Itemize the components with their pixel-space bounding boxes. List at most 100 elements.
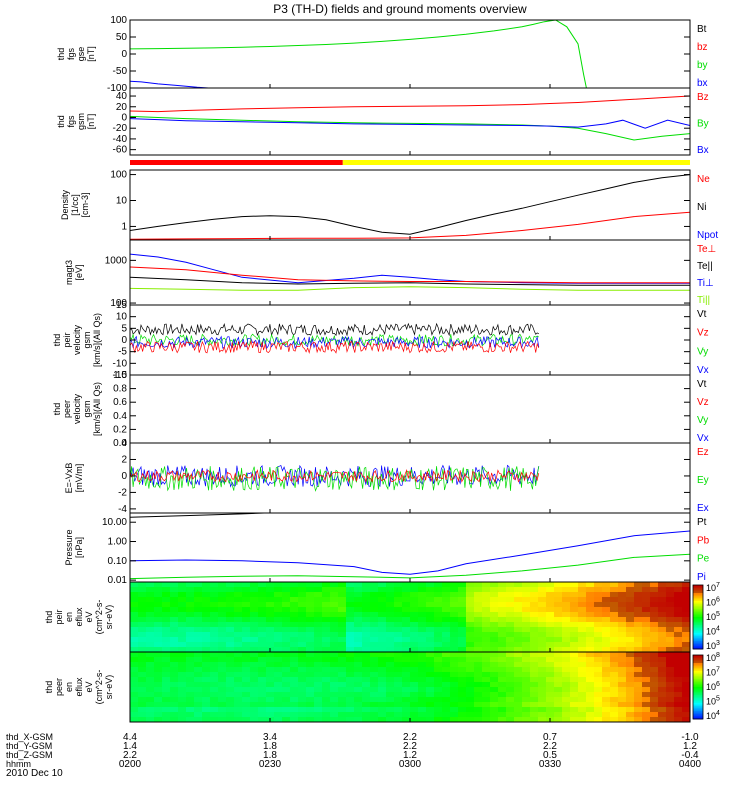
- spectrogram-cell: [282, 707, 291, 713]
- spectrogram-cell: [314, 642, 323, 648]
- spectrogram-cell: [202, 597, 211, 603]
- spectrogram-cell: [274, 717, 283, 722]
- spectrogram-cell: [338, 702, 347, 708]
- spectrogram-cell: [282, 642, 291, 648]
- y-tick-label: 100: [110, 170, 127, 181]
- spectrogram-cell: [402, 667, 411, 673]
- spectrogram-cell: [426, 607, 435, 613]
- spectrogram-cell: [442, 607, 451, 613]
- spectrogram-cell: [546, 672, 555, 678]
- spectrogram-cell: [418, 682, 427, 688]
- spectrogram-cell: [154, 692, 163, 698]
- plot-lines: [130, 95, 690, 141]
- spectrogram-cell: [290, 662, 299, 668]
- spectrogram-cell: [506, 707, 515, 713]
- spectrogram-cell: [242, 702, 251, 708]
- spectrogram-cell: [394, 712, 403, 718]
- spectrogram-cell: [314, 632, 323, 638]
- spectrogram-cell: [146, 702, 155, 708]
- spectrogram-cell: [138, 647, 147, 652]
- spectrogram-cell: [146, 627, 155, 633]
- spectrogram-cell: [250, 637, 259, 643]
- colorbar-segment: [693, 593, 703, 596]
- spectrogram-cell: [474, 692, 483, 698]
- legend-entry: Npot: [697, 230, 718, 241]
- spectrogram-cell: [666, 582, 675, 588]
- spectrogram-cell: [450, 687, 459, 693]
- y-axis-label: [nT]: [86, 46, 96, 62]
- spectrogram-cell: [330, 622, 339, 628]
- y-tick-label: 50: [116, 32, 128, 43]
- spectrogram-cell: [634, 642, 643, 648]
- spectrogram-cell: [234, 607, 243, 613]
- spectrogram-cell: [186, 642, 195, 648]
- x-axis-value: 4.4: [123, 732, 137, 743]
- legend-entry: Vz: [697, 328, 709, 339]
- spectrogram-cell: [394, 607, 403, 613]
- spectrogram-cell: [274, 592, 283, 598]
- colorbar-segment: [693, 655, 703, 658]
- spectrogram-cell: [666, 632, 675, 638]
- colorbar-segment: [693, 679, 703, 682]
- spectrogram-cell: [666, 652, 675, 658]
- spectrogram-cell: [682, 582, 690, 588]
- spectrogram-cell: [418, 687, 427, 693]
- spectrogram-cell: [482, 587, 491, 593]
- spectrogram-cell: [346, 682, 355, 688]
- spectrogram-cell: [658, 672, 667, 678]
- spectrogram-cell: [250, 647, 259, 652]
- spectrogram-cell: [482, 692, 491, 698]
- spectrogram-cell: [370, 687, 379, 693]
- x-axis-value: 2.2: [403, 741, 417, 752]
- spectrogram-cell: [346, 642, 355, 648]
- legend-entry: Vx: [697, 433, 709, 444]
- spectrogram-cell: [194, 597, 203, 603]
- spectrogram-cell: [282, 682, 291, 688]
- spectrogram-cell: [610, 627, 619, 633]
- spectrogram-cell: [626, 652, 635, 658]
- spectrogram-cell: [578, 587, 587, 593]
- spectrogram-cell: [522, 712, 531, 718]
- spectrogram-cell: [234, 712, 243, 718]
- spectrogram-cell: [306, 697, 315, 703]
- series-noise-Ey: [130, 466, 540, 492]
- spectrogram-cell: [194, 592, 203, 598]
- spectrogram-cell: [570, 662, 579, 668]
- spectrogram-cell: [306, 642, 315, 648]
- spectrogram-cell: [498, 622, 507, 628]
- spectrogram-cell: [650, 687, 659, 693]
- spectrogram-cell: [586, 597, 595, 603]
- spectrogram-cell: [330, 637, 339, 643]
- spectrogram-cell: [338, 712, 347, 718]
- spectrogram-cell: [666, 657, 675, 663]
- spectrogram-cell: [530, 587, 539, 593]
- spectrogram-cell: [490, 702, 499, 708]
- spectrogram-cell: [370, 612, 379, 618]
- spectrogram-cell: [442, 612, 451, 618]
- spectrogram-cell: [146, 662, 155, 668]
- spectrogram-cell: [434, 652, 443, 658]
- spectrogram-cell: [274, 602, 283, 608]
- spectrogram-cell: [490, 667, 499, 673]
- spectrogram-cell: [674, 592, 683, 598]
- spectrogram-cell: [610, 602, 619, 608]
- spectrogram-cell: [234, 637, 243, 643]
- plot-lines: [130, 253, 690, 291]
- spectrogram-cell: [314, 667, 323, 673]
- spectrogram-cell: [474, 697, 483, 703]
- spectrogram-cell: [490, 602, 499, 608]
- spectrogram-cell: [434, 702, 443, 708]
- spectrogram-cell: [330, 717, 339, 722]
- spectrogram-cell: [626, 667, 635, 673]
- spectrogram-cell: [682, 652, 690, 658]
- spectrogram-cell: [322, 662, 331, 668]
- spectrogram-cell: [306, 632, 315, 638]
- spectrogram-cell: [642, 707, 651, 713]
- spectrogram-cell: [234, 592, 243, 598]
- spectrogram-cell: [474, 647, 483, 652]
- spectrogram-cell: [530, 717, 539, 722]
- spectrogram-cell: [218, 702, 227, 708]
- spectrogram-cell: [554, 687, 563, 693]
- spectrogram-cell: [418, 582, 427, 588]
- spectrogram-cell: [586, 617, 595, 623]
